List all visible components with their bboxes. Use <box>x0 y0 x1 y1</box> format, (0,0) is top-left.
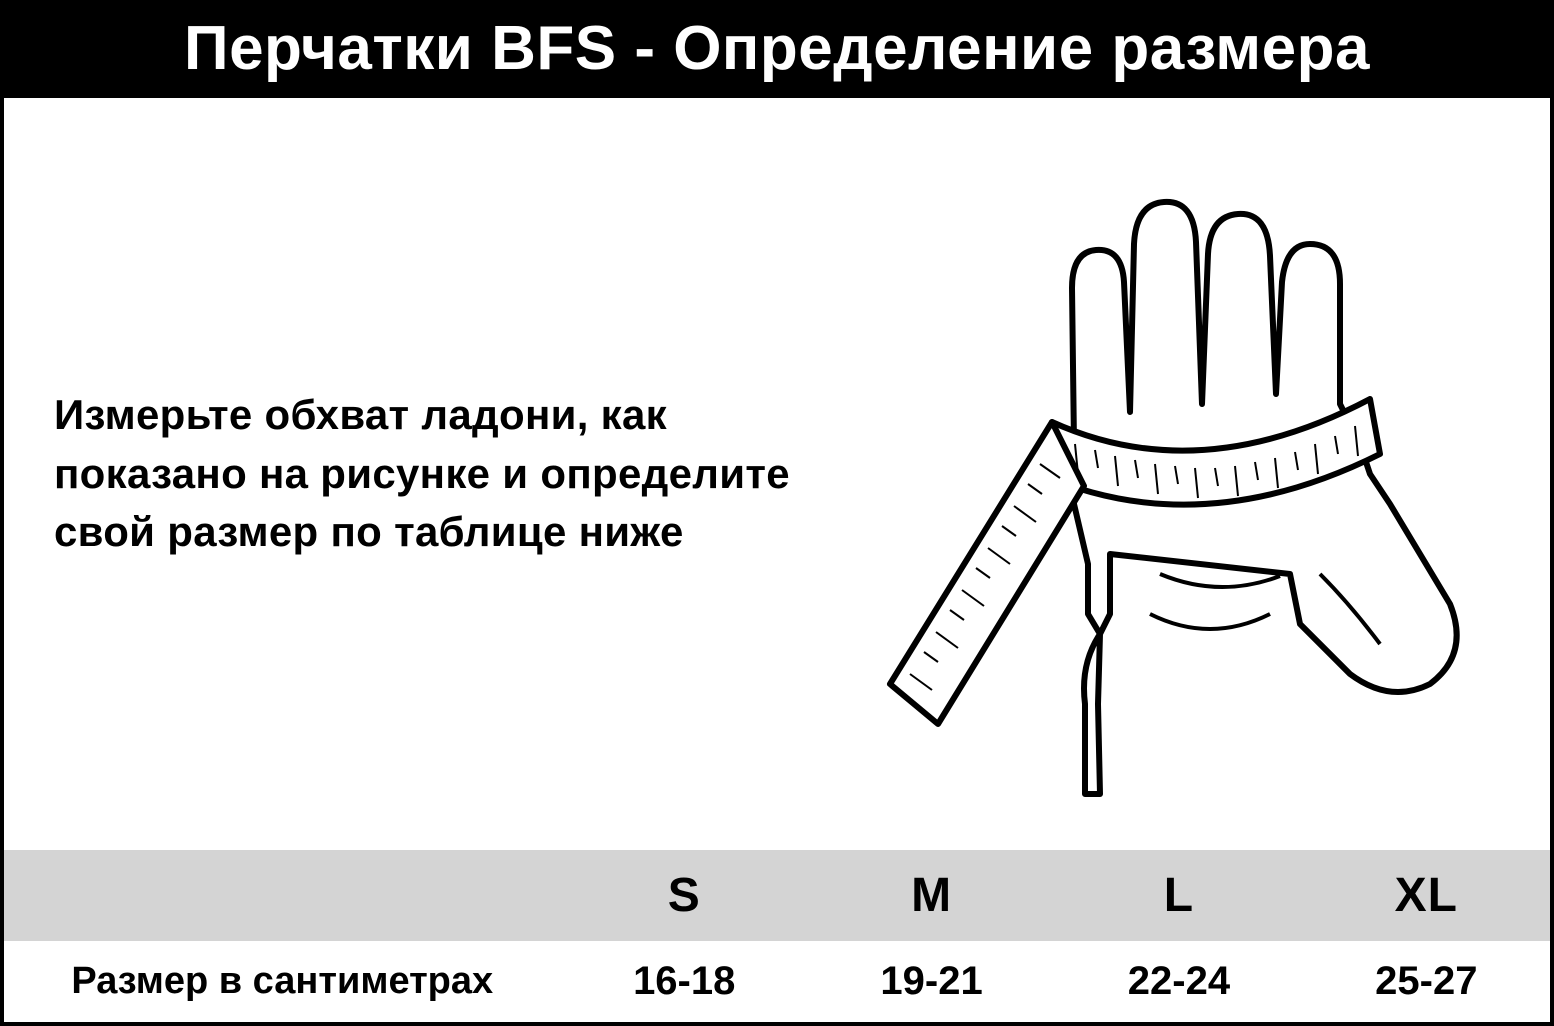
table-row-label: Размер в сантиметрах <box>4 941 561 1022</box>
table-header-m: M <box>808 850 1055 941</box>
page-title: Перчатки BFS - Определение размера <box>4 18 1550 80</box>
table-cell-m: 19-21 <box>808 941 1055 1022</box>
table-row: Размер в сантиметрах 16-18 19-21 22-24 2… <box>4 941 1550 1022</box>
header-bar: Перчатки BFS - Определение размера <box>4 4 1550 98</box>
size-chart-container: Перчатки BFS - Определение размера Измер… <box>0 0 1554 1026</box>
hand-illustration <box>820 134 1520 814</box>
size-table: S M L XL Размер в сантиметрах 16-18 19-2… <box>4 850 1550 1022</box>
hand-tape-icon <box>850 144 1490 804</box>
instructions-text: Измерьте обхват ладони, как показано на … <box>54 386 820 562</box>
table-header-blank <box>4 850 561 941</box>
table-header-l: L <box>1055 850 1302 941</box>
table-header-s: S <box>561 850 808 941</box>
content-body: Измерьте обхват ладони, как показано на … <box>4 98 1550 850</box>
table-cell-xl: 25-27 <box>1303 941 1550 1022</box>
table-header-row: S M L XL <box>4 850 1550 941</box>
table-header-xl: XL <box>1303 850 1550 941</box>
table-cell-l: 22-24 <box>1055 941 1302 1022</box>
table-cell-s: 16-18 <box>561 941 808 1022</box>
